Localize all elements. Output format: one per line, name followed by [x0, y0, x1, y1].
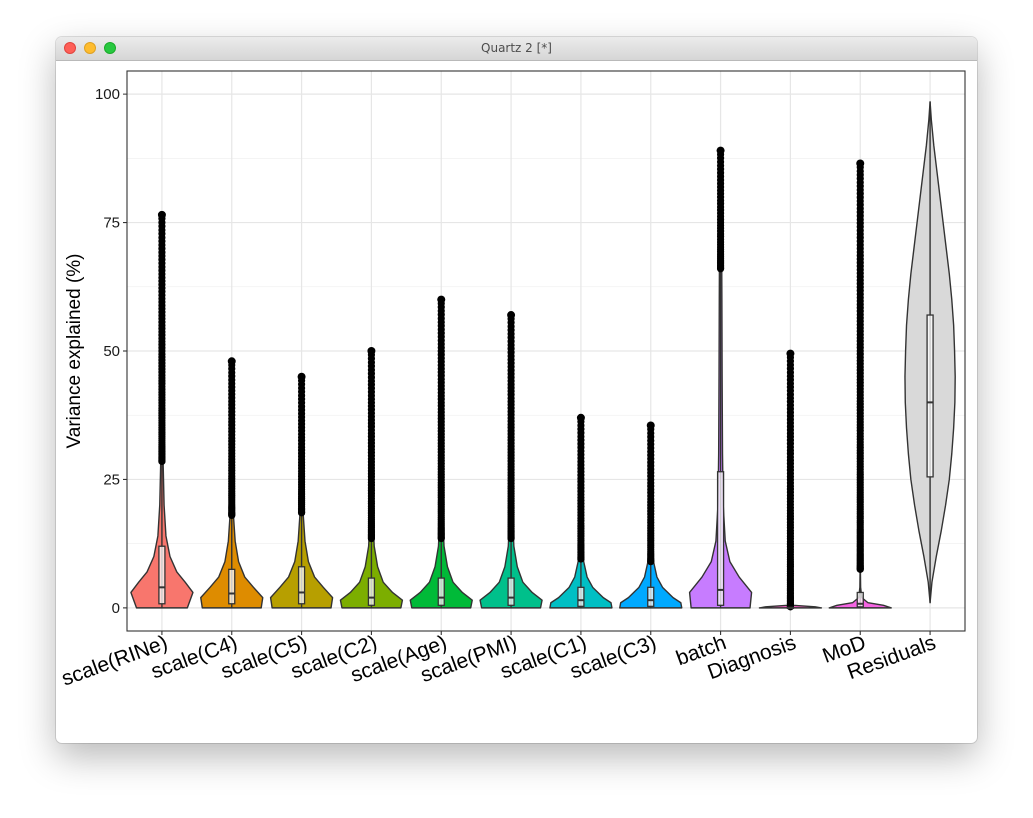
max-outlier-point [157, 210, 166, 219]
box [926, 314, 934, 478]
max-outlier-point [367, 347, 376, 355]
max-outlier-point [227, 357, 236, 366]
y-tick-label: 25 [103, 471, 120, 488]
max-outlier-point [786, 349, 795, 358]
violin-group [688, 146, 753, 609]
box [367, 577, 376, 606]
violin-group [549, 413, 613, 609]
window-title: Quartz 2 [*] [481, 41, 552, 55]
violin-group [828, 159, 892, 609]
box [647, 586, 655, 607]
box [577, 586, 585, 607]
max-outlier-point [856, 159, 865, 168]
max-outlier-point [297, 372, 306, 381]
app-window: Quartz 2 [*] 0 25 50 75 100 scale(RINe) scale(… [56, 37, 977, 743]
violin-group [904, 101, 956, 604]
box [297, 566, 306, 605]
box [716, 471, 725, 606]
minimize-button[interactable] [84, 42, 96, 54]
max-outlier-point [716, 146, 725, 155]
max-outlier-point [507, 311, 516, 320]
violin-group [200, 357, 264, 609]
max-outlier-point [576, 413, 585, 422]
violin-chart: 0255075100scale(RINe)scale(C4)scale(C5)s… [59, 70, 966, 691]
violin-group [130, 210, 194, 609]
y-tick-label: 100 [95, 86, 120, 103]
violin-group [339, 347, 404, 609]
close-button[interactable] [64, 42, 76, 54]
max-outlier-point [646, 421, 655, 430]
violin-group [409, 295, 473, 609]
violin-group [619, 421, 683, 609]
box [507, 577, 515, 606]
violin-group [269, 372, 334, 609]
y-axis-label: Variance explained (%) [64, 253, 85, 448]
y-tick-label: 75 [103, 215, 120, 232]
violin-group [758, 349, 823, 611]
zoom-button[interactable] [104, 42, 116, 54]
box [228, 568, 236, 605]
window-titlebar[interactable]: Quartz 2 [*] [56, 37, 977, 61]
y-tick-label: 0 [112, 600, 120, 617]
box [158, 545, 166, 605]
box [856, 591, 864, 608]
violin-group [479, 311, 543, 609]
box [437, 577, 445, 606]
max-outlier-point [437, 295, 446, 304]
y-tick-label: 50 [103, 343, 120, 360]
